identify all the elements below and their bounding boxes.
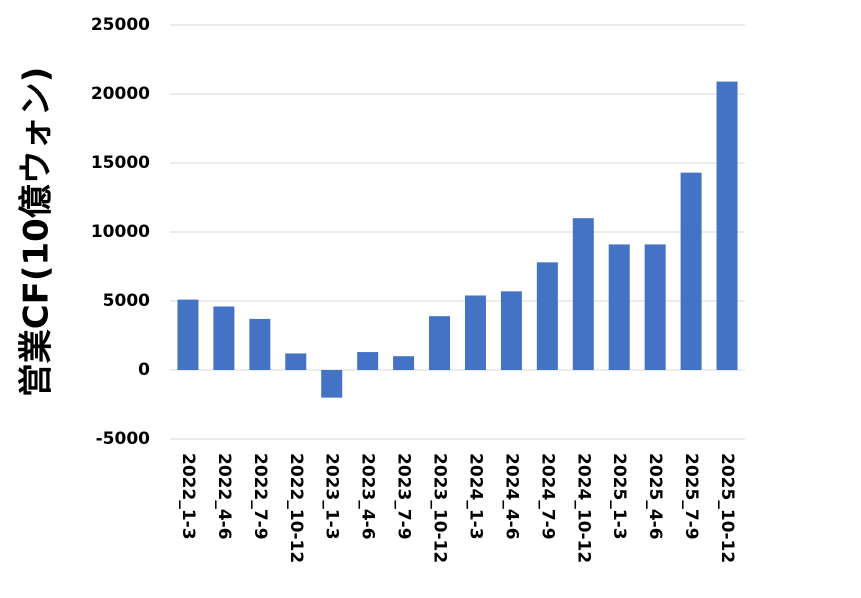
y-tick-label: -5000 [96, 429, 151, 449]
bar [572, 218, 594, 370]
bar [285, 353, 307, 370]
bar [177, 299, 199, 370]
x-tick-label: 2025_1-3 [609, 453, 629, 540]
x-tick-label: 2025_4-6 [645, 453, 665, 540]
x-tick-label: 2024_10-12 [573, 453, 593, 563]
x-tick-label: 2024_7-9 [537, 453, 557, 540]
x-tick-label: 2024_4-6 [501, 453, 521, 540]
y-tick-label: 0 [138, 360, 150, 380]
bar [393, 356, 415, 370]
x-tick-label: 2023_10-12 [430, 453, 450, 563]
x-tick-label: 2024_1-3 [465, 453, 485, 540]
bar [716, 81, 738, 370]
y-tick-label: 10000 [91, 222, 150, 242]
x-tick-label: 2025_7-9 [681, 453, 701, 540]
bar [249, 318, 271, 370]
x-tick-label: 2022_10-12 [286, 453, 306, 563]
bar [357, 352, 379, 370]
bar [429, 316, 451, 370]
bar [644, 244, 666, 370]
bar [500, 291, 522, 370]
bar [464, 295, 486, 370]
x-tick-label: 2022_7-9 [250, 453, 270, 540]
x-tick-label: 2025_10-12 [717, 453, 737, 563]
y-axis-title: 営業CF(10億ウォン) [17, 67, 57, 398]
y-tick-label: 20000 [91, 84, 150, 104]
x-tick-label: 2023_7-9 [394, 453, 414, 540]
x-tick-label: 2022_4-6 [214, 453, 234, 540]
bar [536, 262, 558, 370]
x-tick-label: 2022_1-3 [178, 453, 198, 540]
y-tick-label: 25000 [91, 15, 150, 35]
bar [321, 370, 343, 398]
x-tick-label: 2023_1-3 [322, 453, 342, 540]
bar [608, 244, 630, 370]
y-tick-label: 15000 [91, 153, 150, 173]
bar [680, 172, 702, 370]
y-tick-label: 5000 [103, 291, 150, 311]
bar [213, 306, 235, 370]
x-tick-label: 2023_4-6 [358, 453, 378, 540]
